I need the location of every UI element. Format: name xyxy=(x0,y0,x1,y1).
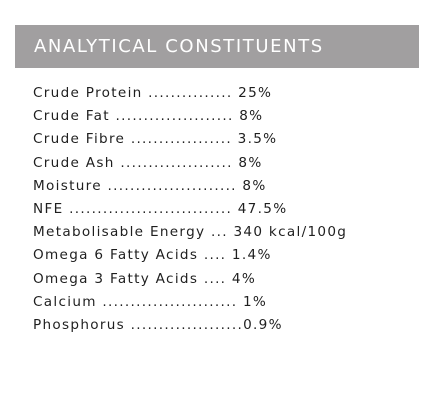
constituent-row: Calcium ........................ 1% xyxy=(33,293,268,310)
constituent-row: Crude Protein ............... 25% xyxy=(33,85,273,101)
section-title: ANALYTICAL CONSTITUENTS xyxy=(34,36,324,57)
constituent-row: Crude Ash .................... 8% xyxy=(33,154,263,171)
constituent-row: Omega 6 Fatty Acids .... 1.4% xyxy=(33,247,272,264)
constituents-list: Crude Protein ............... 25% Crude … xyxy=(33,82,428,337)
constituent-row: Crude Fibre .................. 3.5% xyxy=(33,131,278,148)
section-header: ANALYTICAL CONSTITUENTS xyxy=(15,25,419,68)
constituent-row: Omega 3 Fatty Acids .... 4% xyxy=(33,270,257,287)
constituent-row: Moisture ....................... 8% xyxy=(33,177,267,194)
constituent-row: Metabolisable Energy ... 340 kcal/100g xyxy=(33,224,348,241)
constituent-row: Crude Fat ..................... 8% xyxy=(33,108,264,125)
constituent-row: Phosphorus ....................0.9% xyxy=(33,316,283,333)
constituent-row: NFE ............................. 47.5% xyxy=(33,200,288,217)
